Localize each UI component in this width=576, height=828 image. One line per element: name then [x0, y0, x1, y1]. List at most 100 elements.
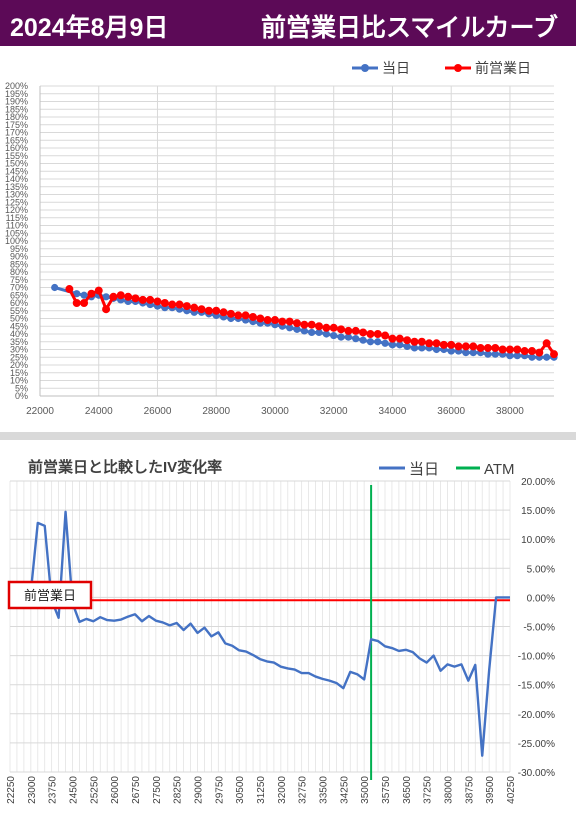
- y-tick-label: 5.00%: [527, 564, 555, 575]
- chart-title: 前営業日と比較したIV変化率: [28, 458, 222, 476]
- x-tick-label: 35750: [381, 776, 392, 804]
- x-tick-label: 30500: [235, 776, 246, 804]
- x-tick-label: 26750: [131, 776, 142, 804]
- series-line-today: [29, 510, 510, 757]
- point-prev-day: [535, 348, 544, 357]
- x-tick-label: 35000: [360, 776, 371, 804]
- point-prev-day: [454, 342, 463, 351]
- x-tick-label: 32000: [277, 776, 288, 804]
- y-tick-label: 20.00%: [521, 477, 555, 488]
- y-tick-label: 15%: [10, 368, 28, 378]
- x-tick-label: 32000: [320, 406, 348, 417]
- x-tick-label: 34000: [379, 406, 407, 417]
- y-tick-label: 25%: [10, 352, 28, 362]
- point-today: [513, 352, 521, 360]
- y-tick-label: 195%: [5, 89, 28, 99]
- point-prev-day: [410, 337, 419, 346]
- point-today: [484, 350, 492, 358]
- point-today: [322, 330, 330, 338]
- point-today: [388, 341, 397, 349]
- y-tick-label: 15.00%: [521, 506, 555, 517]
- point-today: [410, 344, 419, 352]
- y-tick-label: 180%: [5, 112, 28, 122]
- y-tick-label: 0.00%: [527, 593, 555, 604]
- y-tick-label: 160%: [5, 143, 28, 153]
- point-prev-day: [102, 305, 111, 314]
- annotation-label: 前営業日: [24, 588, 76, 603]
- y-tick-label: -20.00%: [518, 710, 555, 721]
- x-tick-label: 23750: [48, 776, 59, 804]
- point-today: [432, 345, 441, 354]
- y-tick-label: 90%: [10, 252, 28, 262]
- y-tick-label: 135%: [5, 182, 28, 192]
- legend-label: ATM: [484, 461, 515, 478]
- point-prev-day: [344, 326, 353, 335]
- y-tick-label: 165%: [5, 135, 28, 145]
- point-today: [374, 338, 382, 346]
- point-prev-day: [403, 336, 412, 345]
- x-tick-label: 31250: [256, 776, 267, 804]
- point-today: [447, 347, 455, 355]
- point-prev-day: [322, 323, 331, 332]
- point-today: [352, 335, 360, 343]
- point-prev-day: [461, 342, 470, 351]
- y-tick-label: 95%: [10, 244, 28, 254]
- point-today: [308, 328, 316, 337]
- point-prev-day: [549, 350, 558, 359]
- y-tick-label: 130%: [5, 190, 28, 200]
- point-today: [344, 333, 352, 341]
- point-today: [528, 353, 536, 361]
- point-prev-day: [226, 309, 235, 318]
- point-prev-day: [447, 340, 456, 349]
- annotation-box: [7, 580, 93, 610]
- x-tick-label: 33500: [319, 776, 330, 804]
- legend-marker: [361, 64, 369, 72]
- y-tick-label: 150%: [5, 159, 28, 169]
- point-prev-day: [204, 306, 213, 315]
- y-tick-label: 35%: [10, 337, 28, 347]
- point-today: [403, 342, 411, 350]
- point-prev-day: [72, 299, 81, 308]
- y-tick-label: -25.00%: [518, 739, 555, 750]
- point-today: [469, 349, 477, 357]
- y-tick-label: 155%: [5, 151, 28, 161]
- point-prev-day: [366, 330, 375, 339]
- point-prev-day: [425, 339, 434, 348]
- y-tick-label: -15.00%: [518, 681, 555, 692]
- point-prev-day: [234, 311, 243, 320]
- point-today: [396, 341, 404, 349]
- legend-label: 当日: [382, 60, 410, 76]
- y-tick-label: 145%: [5, 166, 28, 176]
- y-tick-label: 20%: [10, 360, 28, 370]
- y-tick-label: 80%: [10, 267, 28, 277]
- point-today: [381, 339, 389, 347]
- point-prev-day: [219, 308, 228, 317]
- x-tick-label: 26000: [110, 776, 121, 804]
- point-prev-day: [80, 299, 89, 308]
- point-prev-day: [65, 285, 74, 294]
- x-tick-label: 36000: [437, 406, 465, 417]
- point-prev-day: [146, 295, 155, 304]
- point-prev-day: [513, 345, 522, 354]
- y-tick-label: 175%: [5, 120, 28, 130]
- x-tick-label: 28250: [173, 776, 184, 804]
- point-prev-day: [527, 347, 536, 356]
- legend-label: 当日: [409, 461, 439, 478]
- point-prev-day: [87, 289, 96, 298]
- point-prev-day: [131, 294, 140, 303]
- point-prev-day: [505, 345, 514, 354]
- x-tick-label: 34250: [339, 776, 350, 804]
- point-prev-day: [212, 306, 221, 315]
- y-tick-label: 70%: [10, 283, 28, 293]
- point-prev-day: [153, 297, 162, 306]
- point-prev-day: [498, 345, 507, 354]
- x-tick-label: 40250: [506, 776, 517, 804]
- point-prev-day: [182, 302, 191, 311]
- point-today: [491, 350, 499, 358]
- y-tick-label: 110%: [6, 221, 28, 231]
- header-title: 前営業日比スマイルカーブ: [260, 14, 558, 42]
- x-tick-label: 39500: [485, 776, 496, 804]
- iv-change-panel: 前営業日と比較したIV変化率 当日 ATM 20.00% 15.00% 10.00% 5.0…: [0, 440, 576, 823]
- point-prev-day: [381, 331, 390, 340]
- point-prev-day: [351, 326, 360, 335]
